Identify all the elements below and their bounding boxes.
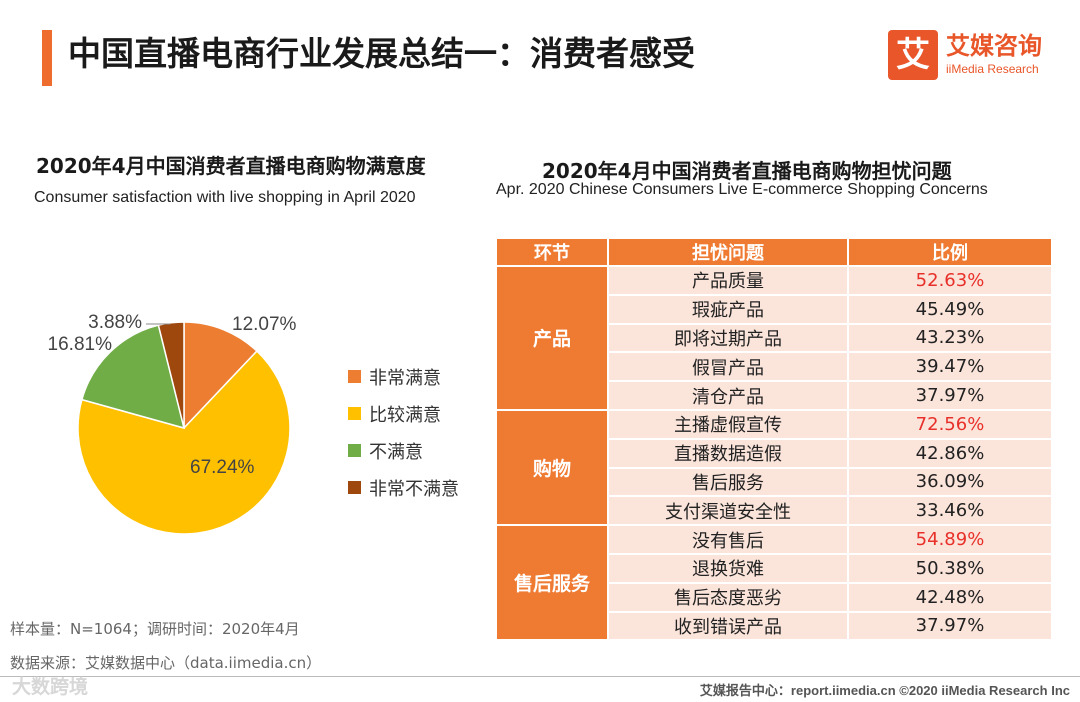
pie-slice-1 bbox=[183, 321, 258, 430]
pie-data-label-4: 3.88% bbox=[88, 312, 142, 333]
table-value-cell: 50.38% bbox=[847, 552, 1053, 584]
pie-chart-title: 2020年4月中国消费者直播电商购物满意度 bbox=[36, 154, 426, 178]
page-title: 中国直播电商行业发展总结一：消费者感受 bbox=[68, 34, 695, 73]
legend-swatch bbox=[348, 444, 361, 457]
pie-data-label-3: 16.81% bbox=[48, 334, 113, 355]
footer-divider bbox=[0, 676, 1080, 677]
logo-name-cn: 艾媒咨询 bbox=[946, 32, 1042, 60]
table-issue-cell: 产品质量 bbox=[607, 265, 849, 296]
table-value-cell: 42.86% bbox=[847, 437, 1053, 469]
table-row: 清仓产品 37.97% bbox=[496, 380, 1053, 411]
legend-item: 比较满意 bbox=[348, 395, 459, 432]
table-issue-cell: 直播数据造假 bbox=[607, 437, 849, 469]
table-value-cell: 43.23% bbox=[847, 322, 1053, 354]
pie-legend: 非常满意比较满意不满意非常不满意 bbox=[348, 358, 459, 506]
legend-item: 非常满意 bbox=[348, 358, 459, 395]
table-issue-cell: 退换货难 bbox=[607, 552, 849, 584]
table-row: 退换货难 50.38% bbox=[496, 552, 1053, 584]
table-issue-cell: 瑕疵产品 bbox=[607, 293, 849, 325]
column-header-issue: 担忧问题 bbox=[607, 237, 849, 267]
legend-label: 比较满意 bbox=[369, 404, 441, 426]
sample-note: 样本量：N=1064；调研时间：2020年4月 bbox=[10, 620, 300, 638]
table-row: 即将过期产品 43.23% bbox=[496, 322, 1053, 354]
legend-swatch bbox=[348, 481, 361, 494]
table-issue-cell: 售后态度恶劣 bbox=[607, 581, 849, 613]
source-note: 数据来源：艾媒数据中心（data.iimedia.cn） bbox=[10, 654, 322, 672]
table-issue-cell: 主播虚假宣传 bbox=[607, 408, 849, 440]
watermark: 大数跨境 bbox=[12, 676, 89, 698]
iimedia-logo: 艾 艾媒咨询 iiMedia Research bbox=[888, 30, 1068, 82]
table-issue-cell: 清仓产品 bbox=[607, 380, 849, 411]
logo-mark-icon: 艾 bbox=[888, 30, 938, 80]
pie-slice-3 bbox=[80, 324, 186, 430]
logo-name-en: iiMedia Research bbox=[946, 62, 1039, 76]
pie-data-label-2: 67.24% bbox=[190, 457, 255, 478]
table-issue-cell: 收到错误产品 bbox=[607, 610, 849, 642]
table-row: 售后服务 36.09% bbox=[496, 466, 1053, 498]
footer-credit: 艾媒报告中心：report.iimedia.cn ©2020 iiMedia R… bbox=[699, 683, 1070, 698]
table-title: 2020年4月中国消费者直播电商购物担忧问题 bbox=[542, 159, 952, 183]
table-issue-cell: 没有售后 bbox=[607, 524, 849, 555]
table-value-cell: 52.63% bbox=[847, 265, 1053, 296]
table-value-cell: 37.97% bbox=[847, 610, 1053, 642]
table-issue-cell: 支付渠道安全性 bbox=[607, 495, 849, 527]
table-row: 瑕疵产品 45.49% bbox=[496, 293, 1053, 325]
legend-swatch bbox=[348, 407, 361, 420]
table-value-cell: 36.09% bbox=[847, 466, 1053, 498]
table-value-cell: 39.47% bbox=[847, 351, 1053, 383]
table-group-cell: 售后服务 bbox=[495, 524, 609, 642]
pie-chart-subtitle: Consumer satisfaction with live shopping… bbox=[34, 189, 416, 206]
table-row: 产品 产品质量 52.63% bbox=[495, 265, 1053, 411]
table-issue-cell: 售后服务 bbox=[607, 466, 849, 498]
legend-swatch bbox=[348, 370, 361, 383]
satisfaction-pie-chart: 12.07% 67.24% 16.81%3.88% bbox=[48, 312, 297, 535]
pie-slice-4 bbox=[157, 321, 185, 429]
table-value-cell: 45.49% bbox=[847, 293, 1053, 325]
column-header-stage: 环节 bbox=[495, 237, 609, 267]
table-group-cell: 产品 bbox=[495, 265, 609, 411]
table-value-cell: 33.46% bbox=[847, 495, 1053, 527]
table-value-cell: 37.97% bbox=[847, 380, 1053, 411]
table-group-cell: 购物 bbox=[495, 408, 609, 527]
column-header-ratio: 比例 bbox=[847, 237, 1053, 267]
table-row: 直播数据造假 42.86% bbox=[496, 437, 1053, 469]
table-row: 售后服务 没有售后 54.89% bbox=[495, 524, 1053, 642]
legend-item: 不满意 bbox=[348, 432, 459, 469]
table-subtitle: Apr. 2020 Chinese Consumers Live E-comme… bbox=[496, 181, 988, 198]
concerns-table: 环节 担忧问题 比例 产品 产品质量 52.63% 瑕疵产品 45.49% 即将过期产品 4… bbox=[495, 237, 1053, 642]
table-issue-cell: 假冒产品 bbox=[607, 351, 849, 383]
table-issue-cell: 即将过期产品 bbox=[607, 322, 849, 354]
table-header-row: 环节 担忧问题 比例 bbox=[495, 237, 1053, 267]
table-row: 购物 主播虚假宣传 72.56% bbox=[495, 408, 1053, 527]
table-row: 收到错误产品 37.97% bbox=[496, 610, 1053, 642]
title-accent-bar bbox=[42, 30, 52, 86]
legend-label: 非常不满意 bbox=[369, 478, 459, 500]
legend-label: 不满意 bbox=[369, 441, 423, 463]
table-row: 支付渠道安全性 33.46% bbox=[496, 495, 1053, 527]
table-value-cell: 72.56% bbox=[847, 408, 1053, 440]
pie-data-label-1: 12.07% bbox=[232, 314, 297, 335]
table-value-cell: 54.89% bbox=[847, 524, 1053, 555]
table-value-cell: 42.48% bbox=[847, 581, 1053, 613]
table-row: 假冒产品 39.47% bbox=[496, 351, 1053, 383]
legend-item: 非常不满意 bbox=[348, 469, 459, 506]
table-row: 售后态度恶劣 42.48% bbox=[496, 581, 1053, 613]
pie-slice-2 bbox=[77, 349, 291, 535]
legend-label: 非常满意 bbox=[369, 367, 441, 389]
